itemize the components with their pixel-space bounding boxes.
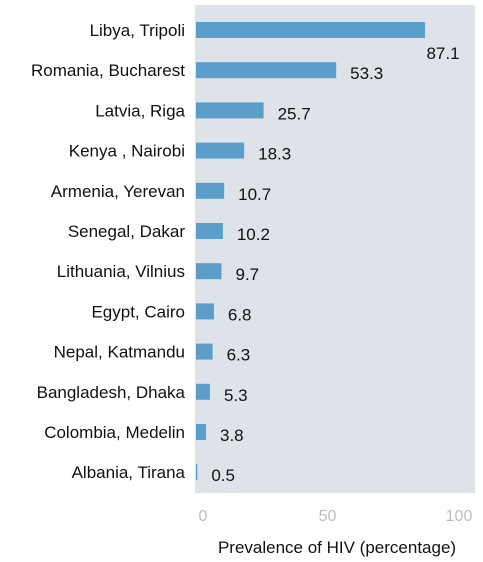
category-label: Egypt, Cairo xyxy=(91,302,185,321)
category-label: Lithuania, Vilnius xyxy=(57,262,185,281)
x-tick-label: 0 xyxy=(199,508,208,525)
bar xyxy=(196,102,264,119)
category-label: Albania, Tirana xyxy=(72,463,186,482)
category-label: Armenia, Yerevan xyxy=(51,182,185,201)
value-label: 53.3 xyxy=(350,64,383,83)
bar xyxy=(196,22,426,38)
bar xyxy=(196,223,223,239)
value-labels-group: 87.1 53.3 25.7 18.3 10.7 10.2 9.7 6.8 6.3 5.3 3.8 0… xyxy=(211,44,459,485)
bar xyxy=(196,464,198,481)
value-label: 6.8 xyxy=(228,305,252,324)
bar xyxy=(196,263,222,280)
category-labels-group: Libya, Tripoli Romania, Bucharest Latvia, … xyxy=(31,21,186,482)
bar xyxy=(196,303,214,320)
x-tick-labels-group: 0 50 100 xyxy=(199,508,473,525)
value-label: 25.7 xyxy=(278,104,311,123)
value-label: 10.7 xyxy=(238,185,271,204)
bar xyxy=(196,142,245,159)
value-label: 0.5 xyxy=(211,466,235,485)
bar xyxy=(196,424,206,440)
category-label: Nepal, Katmandu xyxy=(54,343,185,362)
x-tick-label: 50 xyxy=(319,508,337,525)
bar xyxy=(196,62,337,79)
bar xyxy=(196,343,213,360)
value-label: 3.8 xyxy=(220,426,244,445)
value-label: 87.1 xyxy=(426,44,459,63)
category-label: Bangladesh, Dhaka xyxy=(37,383,186,402)
bars-group xyxy=(196,22,426,481)
value-label: 10.2 xyxy=(237,225,270,244)
value-label: 5.3 xyxy=(224,386,248,405)
category-label: Romania, Bucharest xyxy=(31,61,185,80)
plot-background xyxy=(195,5,475,493)
category-label: Latvia, Riga xyxy=(95,101,185,120)
value-label: 9.7 xyxy=(236,265,260,284)
bar xyxy=(196,383,210,400)
category-label: Libya, Tripoli xyxy=(90,21,185,40)
x-axis-title: Prevalence of HIV (percentage) xyxy=(218,538,456,557)
value-label: 18.3 xyxy=(258,145,291,164)
category-label: Kenya , Nairobi xyxy=(69,142,185,161)
category-label: Colombia, Medelin xyxy=(44,423,185,442)
value-label: 6.3 xyxy=(227,346,251,365)
category-label: Senegal, Dakar xyxy=(68,222,186,241)
bar xyxy=(196,182,225,199)
x-tick-label: 100 xyxy=(446,508,473,525)
